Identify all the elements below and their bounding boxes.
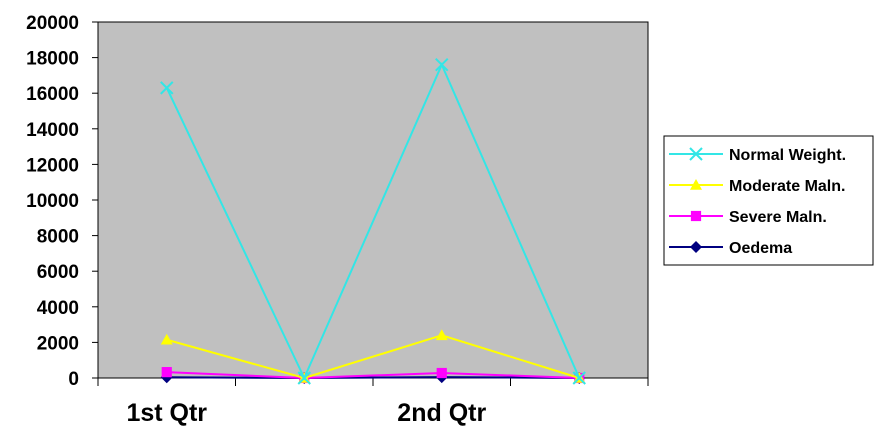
y-tick-label: 0 [68, 369, 79, 390]
legend-entry: Severe Maln. [669, 209, 827, 226]
series-line [166, 371, 580, 380]
legend: Normal Weight. Moderate Maln. Severe Maln.… [663, 135, 874, 266]
y-tick-label: 20000 [26, 13, 79, 34]
x-category-label: 1st Qtr [126, 399, 207, 427]
y-tick-label: 4000 [37, 298, 79, 319]
x-marker [572, 371, 586, 385]
series-line [165, 62, 581, 381]
y-tick-label: 18000 [26, 49, 79, 70]
plot-area [97, 21, 649, 379]
legend-label: Moderate Maln. [729, 178, 845, 195]
legend-label: Normal Weight. [729, 147, 846, 164]
x-marker [689, 147, 703, 161]
square-marker [161, 367, 172, 378]
series-layer [160, 58, 586, 385]
x-marker [435, 58, 449, 72]
x-marker [160, 81, 174, 95]
y-tick-label: 14000 [26, 120, 79, 141]
series-line [166, 334, 580, 380]
series-0 [160, 58, 586, 385]
diamond-marker [690, 241, 702, 253]
legend-entry: Normal Weight. [669, 147, 846, 164]
x-axis: 1st Qtr 2nd Qtr [97, 378, 649, 427]
triangle-marker [435, 329, 448, 341]
square-marker [690, 210, 702, 222]
legend-entry: Moderate Maln. [669, 178, 845, 195]
y-tick-label: 2000 [37, 333, 79, 354]
y-tick-label: 6000 [37, 262, 79, 283]
y-tick-label: 10000 [26, 191, 79, 212]
x-marker [297, 371, 311, 385]
y-tick-label: 12000 [26, 155, 79, 176]
y-tick-label: 8000 [37, 227, 79, 248]
y-tick-label: 16000 [26, 84, 79, 105]
x-category-label: 2nd Qtr [397, 399, 486, 427]
legend-entry: Oedema [669, 240, 792, 257]
triangle-marker [160, 333, 173, 345]
legend-label: Oedema [729, 240, 792, 257]
square-marker [436, 367, 447, 379]
y-axis: 0 2000 4000 6000 8000 10000 12000 14000 16000 180… [26, 13, 98, 390]
triangle-marker [690, 179, 702, 190]
series-line [166, 376, 580, 380]
legend-label: Severe Maln. [729, 209, 827, 226]
